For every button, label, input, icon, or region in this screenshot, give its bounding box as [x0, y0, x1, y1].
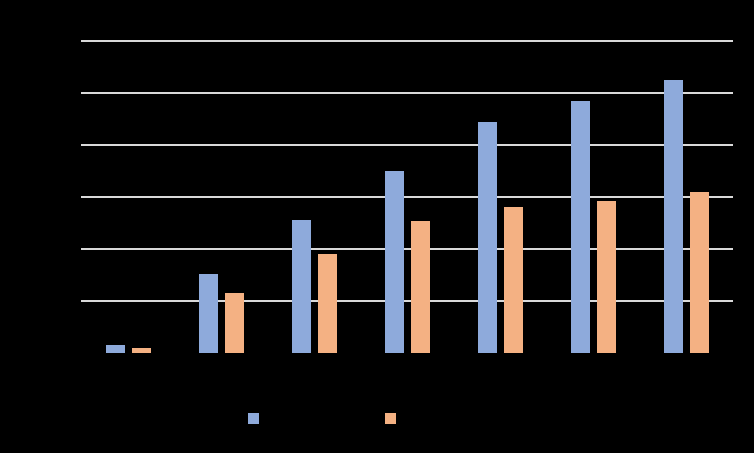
bar-series1-group7 — [663, 80, 683, 353]
gridline — [81, 196, 733, 198]
bar-series2-group7 — [689, 192, 709, 353]
bar-series1-group5 — [477, 122, 497, 353]
gridline — [81, 248, 733, 250]
bar-series1-group1 — [105, 345, 125, 353]
gridline — [81, 144, 733, 146]
gridline — [81, 300, 733, 302]
bar-series2-group5 — [503, 207, 523, 353]
bar-series2-group4 — [410, 221, 430, 353]
bar-series1-group3 — [291, 220, 311, 353]
bar-series1-group4 — [384, 171, 404, 353]
bar-series1-group2 — [198, 274, 218, 353]
bar-series2-group1 — [131, 348, 151, 353]
bar-series1-group6 — [570, 101, 590, 353]
gridline — [81, 92, 733, 94]
bar-series2-group3 — [317, 254, 337, 353]
gridline — [81, 40, 733, 42]
bar-series2-group6 — [596, 201, 616, 353]
bar-series2-group2 — [224, 293, 244, 353]
